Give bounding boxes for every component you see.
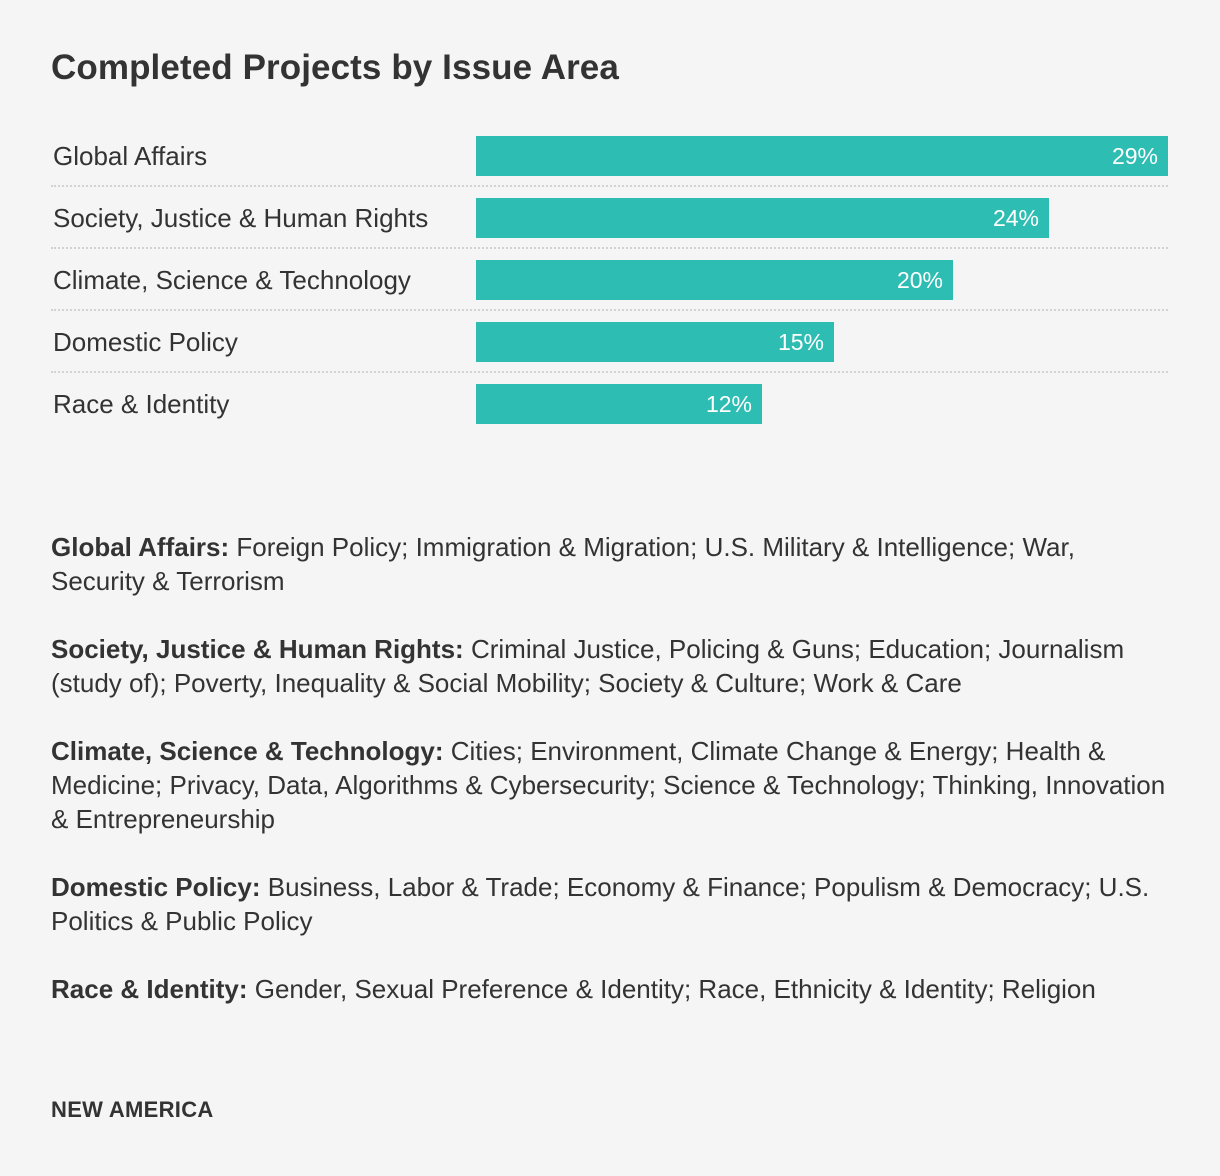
bar: 20% xyxy=(476,260,953,300)
row-divider xyxy=(51,247,1168,249)
category-label: Domestic Policy xyxy=(53,327,238,357)
bar-value-label: 15% xyxy=(777,329,824,355)
definition-item: Global Affairs: Foreign Policy; Immigrat… xyxy=(51,530,1171,598)
definition-item: Society, Justice & Human Rights: Crimina… xyxy=(51,632,1171,700)
row-divider xyxy=(51,185,1168,187)
bar-track: 20% xyxy=(476,260,1168,300)
bar-track: 12% xyxy=(476,384,1168,424)
category-label: Race & Identity xyxy=(53,389,230,419)
definition-text: Foreign Policy; Immigration & Migration;… xyxy=(51,532,1075,596)
row-divider xyxy=(51,309,1168,311)
chart-title: Completed Projects by Issue Area xyxy=(51,48,619,87)
bar-value-label: 24% xyxy=(992,205,1039,231)
bar-track: 24% xyxy=(476,198,1168,238)
bar-chart: Global Affairs 29% Society, Justice & Huma… xyxy=(51,136,1168,446)
bar: 24% xyxy=(476,198,1049,238)
bar-row: Race & Identity 12% xyxy=(51,384,1168,446)
category-label: Climate, Science & Technology xyxy=(53,265,411,295)
definition-term: Race & Identity: xyxy=(51,974,248,1004)
definition-text: Business, Labor & Trade; Economy & Finan… xyxy=(51,872,1150,936)
category-label: Society, Justice & Human Rights xyxy=(53,203,429,233)
bar: 15% xyxy=(476,322,834,362)
bar-value-label: 12% xyxy=(705,391,752,417)
definition-term: Climate, Science & Technology: xyxy=(51,736,444,766)
bar: 12% xyxy=(476,384,762,424)
row-divider xyxy=(51,371,1168,373)
definition-item: Climate, Science & Technology: Cities; E… xyxy=(51,734,1171,836)
definition-text: Gender, Sexual Preference & Identity; Ra… xyxy=(254,974,1096,1004)
definition-term: Domestic Policy: xyxy=(51,872,261,902)
bar-row: Climate, Science & Technology 20% xyxy=(51,260,1168,322)
source-credit: NEW AMERICA xyxy=(51,1097,214,1122)
category-definitions: Global Affairs: Foreign Policy; Immigrat… xyxy=(51,530,1171,1040)
bar: 29% xyxy=(476,136,1168,176)
definition-term: Global Affairs: xyxy=(51,532,230,562)
definition-term: Society, Justice & Human Rights: xyxy=(51,634,464,664)
definition-text: Criminal Justice, Policing & Guns; Educa… xyxy=(51,634,1125,698)
bar-value-label: 20% xyxy=(896,267,943,293)
definition-text: Cities; Environment, Climate Change & En… xyxy=(51,736,1166,834)
bar-row: Domestic Policy 15% xyxy=(51,322,1168,384)
definition-item: Race & Identity: Gender, Sexual Preferen… xyxy=(51,972,1171,1006)
bar-track: 29% xyxy=(476,136,1168,176)
category-label: Global Affairs xyxy=(53,141,208,171)
bar-value-label: 29% xyxy=(1111,143,1158,169)
bar-row: Global Affairs 29% xyxy=(51,136,1168,198)
definition-item: Domestic Policy: Business, Labor & Trade… xyxy=(51,870,1171,938)
bar-track: 15% xyxy=(476,322,1168,362)
bar-row: Society, Justice & Human Rights 24% xyxy=(51,198,1168,260)
